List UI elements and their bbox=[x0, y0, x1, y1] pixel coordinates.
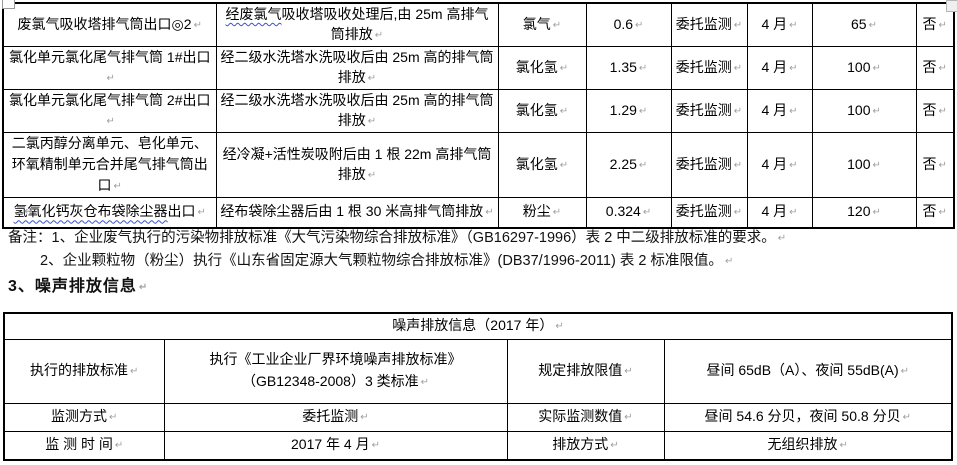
concentration-cell: 2.25 bbox=[585, 132, 672, 198]
waste-gas-table: 废氯气吸收塔排气筒出口◎2 经废氯气吸收塔吸收处理后,由 25m 高排气筒排放 … bbox=[2, 2, 955, 229]
concentration-cell: 0.324 bbox=[585, 197, 672, 228]
table-row: 执行的排放标准 执行《工业企业厂界环境噪声排放标准》 （GB12348-2008… bbox=[3, 338, 953, 404]
table-move-handle-icon[interactable] bbox=[2, 0, 15, 9]
noise-table: 噪声排放信息（2017 年） 执行的排放标准 执行《工业企业厂界环境噪声排放标准… bbox=[3, 312, 953, 461]
table-row: 监 测 时 间 2017 年 4 月 排放方式 无组织排放 bbox=[3, 430, 953, 461]
limit-cell: 100 bbox=[811, 46, 917, 90]
month-cell: 4 月 bbox=[746, 89, 813, 133]
paragraph-mark bbox=[24, 204, 34, 218]
outlet-cell: 氢氧化钙灰仓布袋除尘器出口 bbox=[2, 197, 217, 228]
exceed-cell: 否 bbox=[915, 197, 955, 228]
table-row: 噪声排放信息（2017 年） bbox=[3, 312, 953, 340]
standard-line-2: （GB12348-2008）3 类标准 bbox=[168, 370, 504, 394]
emission-mode-value-cell: 无组织排放 bbox=[663, 430, 953, 461]
method-value-cell: 委托监测 bbox=[163, 402, 508, 432]
treatment-cell: 经布袋除尘器后由 1 根 30 米高排气筒排放 bbox=[215, 197, 499, 228]
standard-line-1: 执行《工业企业厂界环境噪声排放标准》 bbox=[209, 351, 462, 367]
standard-label-cell: 执行的排放标准 bbox=[3, 338, 165, 404]
outlet-cell: 二氯丙醇分离单元、皂化单元、环氧精制单元合并尾气排气筒出口 bbox=[2, 132, 217, 198]
monitoring-method-cell: 委托监测 bbox=[670, 46, 748, 90]
spellcheck-wavy-text: 经废氯气 bbox=[225, 6, 282, 22]
section-heading: 3、噪声排放信息 bbox=[8, 272, 148, 296]
noise-table-title: 噪声排放信息（2017 年） bbox=[3, 312, 953, 340]
note-line-2: 2、企业颗粒物（粉尘）执行《山东省固定源大气颗粒物综合排放标准》(DB37/19… bbox=[8, 250, 952, 273]
outlet-cell: 氯化单元氯化尾气排气筒 2#出口 bbox=[2, 89, 217, 133]
limit-cell: 120 bbox=[811, 197, 917, 228]
monitoring-method-cell: 委托监测 bbox=[670, 132, 748, 198]
pollutant-cell: 氯化氢 bbox=[497, 132, 587, 198]
table-row: 氯化单元氯化尾气排气筒 2#出口 经二级水洗塔水洗吸收后由 25m 高的排气筒排… bbox=[2, 89, 955, 133]
limit-cell: 100 bbox=[811, 89, 917, 133]
note-line-1: 备注：1、企业废气执行的污染物排放标准《大气污染物综合排放标准》（GB16297… bbox=[8, 227, 952, 250]
month-cell: 4 月 bbox=[746, 46, 813, 90]
exceed-cell: 否 bbox=[915, 132, 955, 198]
outlet-cell: 氯化单元氯化尾气排气筒 1#出口 bbox=[2, 46, 217, 90]
measured-label-cell: 实际监测数值 bbox=[506, 402, 665, 432]
exceed-cell: 否 bbox=[915, 46, 955, 90]
concentration-cell: 1.35 bbox=[585, 46, 672, 90]
month-cell: 4 月 bbox=[746, 2, 813, 47]
treatment-cell: 经废氯气吸收塔吸收处理后,由 25m 高排气筒排放 bbox=[215, 2, 499, 47]
outlet-cell: 废氯气吸收塔排气筒出口◎2 bbox=[2, 2, 217, 47]
month-cell: 4 月 bbox=[746, 197, 813, 228]
concentration-cell: 0.6 bbox=[585, 2, 672, 47]
limit-cell: 100 bbox=[811, 132, 917, 198]
exceed-cell: 否 bbox=[915, 2, 955, 47]
table-row: 监测方式 委托监测 实际监测数值 昼间 54.6 分贝，夜间 50.8 分贝 bbox=[3, 402, 953, 432]
limit-cell: 65 bbox=[811, 2, 917, 47]
treatment-cell: 经二级水洗塔水洗吸收后由 25m 高的排气筒排放 bbox=[215, 89, 499, 133]
table-row: 氢氧化钙灰仓布袋除尘器出口 经布袋除尘器后由 1 根 30 米高排气筒排放 粉尘… bbox=[2, 197, 955, 228]
table-row: 二氯丙醇分离单元、皂化单元、环氧精制单元合并尾气排气筒出口 经冷凝+活性炭吸附后… bbox=[2, 132, 955, 198]
treatment-text: 吸收塔吸收处理后,由 25m 高排气筒排放 bbox=[281, 6, 489, 42]
treatment-cell: 经二级水洗塔水洗吸收后由 25m 高的排气筒排放 bbox=[215, 46, 499, 90]
table-row: 废氯气吸收塔排气筒出口◎2 经废氯气吸收塔吸收处理后,由 25m 高排气筒排放 … bbox=[2, 2, 955, 47]
spellcheck-wavy-text: 氢氧化钙灰仓布袋除尘器 bbox=[13, 203, 168, 220]
pollutant-cell: 粉尘 bbox=[497, 197, 587, 228]
limit-label-cell: 规定排放限值 bbox=[506, 338, 665, 404]
standard-value-cell: 执行《工业企业厂界环境噪声排放标准》 （GB12348-2008）3 类标准 bbox=[163, 338, 508, 404]
pollutant-cell: 氯化氢 bbox=[497, 89, 587, 133]
pollutant-cell: 氯气 bbox=[497, 2, 587, 47]
emission-mode-label-cell: 排放方式 bbox=[506, 430, 665, 461]
time-label-cell: 监 测 时 间 bbox=[3, 430, 165, 461]
exceed-cell: 否 bbox=[915, 89, 955, 133]
treatment-cell: 经冷凝+活性炭吸附后由 1 根 22m 高排气筒排放 bbox=[215, 132, 499, 198]
monitoring-method-cell: 委托监测 bbox=[670, 197, 748, 228]
table-row: 氯化单元氯化尾气排气筒 1#出口 经二级水洗塔水洗吸收后由 25m 高的排气筒排… bbox=[2, 46, 955, 90]
month-cell: 4 月 bbox=[746, 132, 813, 198]
outlet-text: 出口 bbox=[167, 203, 196, 220]
table-resize-handle-icon[interactable] bbox=[946, 0, 957, 12]
notes-block: 备注：1、企业废气执行的污染物排放标准《大气污染物综合排放标准》（GB16297… bbox=[8, 227, 952, 273]
concentration-cell: 1.29 bbox=[585, 89, 672, 133]
method-label-cell: 监测方式 bbox=[3, 402, 165, 432]
limit-value-cell: 昼间 65dB（A）、夜间 55dB(A) bbox=[663, 338, 953, 404]
pollutant-cell: 氯化氢 bbox=[497, 46, 587, 90]
monitoring-method-cell: 委托监测 bbox=[670, 2, 748, 47]
time-value-cell: 2017 年 4 月 bbox=[163, 430, 508, 461]
monitoring-method-cell: 委托监测 bbox=[670, 89, 748, 133]
measured-value-cell: 昼间 54.6 分贝，夜间 50.8 分贝 bbox=[663, 402, 953, 432]
